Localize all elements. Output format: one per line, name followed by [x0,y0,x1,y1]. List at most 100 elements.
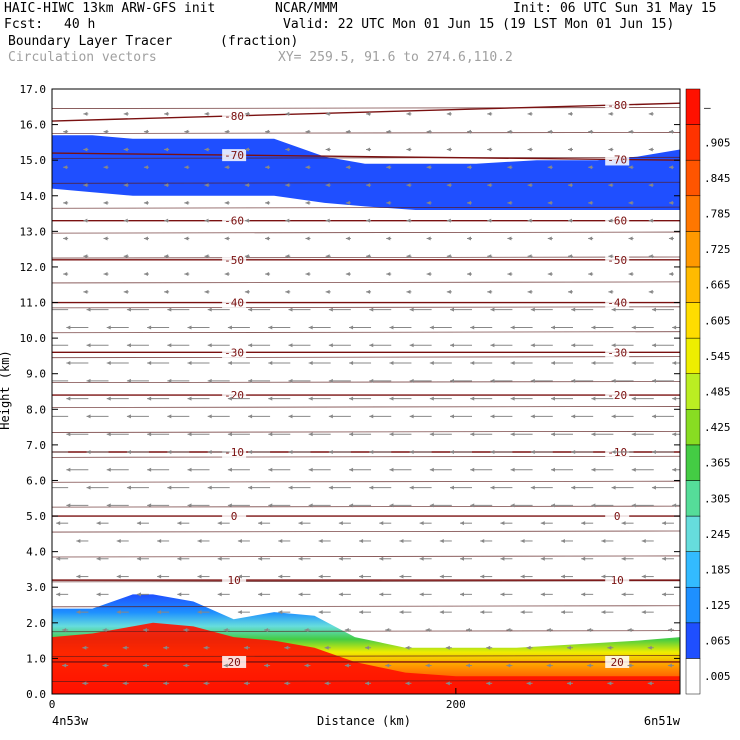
vector-head [682,575,686,579]
vector-head [103,129,108,134]
vector-head [143,236,148,241]
circulation-vector [359,574,372,579]
vector-head [177,556,182,561]
vector-head [187,325,192,330]
vector-head [631,396,636,401]
vector-head [647,681,652,686]
potential-temperature-line [52,156,680,159]
potential-temperature-line [52,480,680,483]
circulation-vector [204,289,210,294]
vector-head [126,450,131,454]
vector-head [547,236,552,241]
contour-label: -60 [607,215,627,228]
colorbar-swatch [685,373,701,410]
vector-head [142,627,147,632]
circulation-vector [661,556,674,561]
circulation-vector [157,610,170,615]
vector-head [510,361,515,366]
vector-head [628,236,633,241]
circulation-vector [264,627,271,632]
circulation-vector [83,218,89,223]
circulation-vector [651,485,674,490]
circulation-vector [349,396,372,401]
circulation-vector [628,129,634,134]
vector-head [123,289,128,294]
colorbar-label: .065 [704,635,731,648]
vector-head [608,254,613,259]
vector-head [426,200,431,205]
circulation-vector [628,236,634,241]
vector-head [588,200,593,205]
y-tick-label: 15.0 [20,154,47,167]
circulation-vector [668,200,674,205]
y-tick-label: 11.0 [20,297,47,310]
circulation-vector [224,129,230,134]
vector-head [480,574,485,579]
circulation-vector [288,378,311,383]
vector-head [83,111,88,116]
colorbar-label: .605 [704,314,731,327]
circulation-vector [167,378,190,383]
circulation-vector [540,592,553,597]
vector-head [406,289,411,294]
circulation-vector [184,272,190,277]
circulation-vector [490,343,513,348]
vector-head [510,503,515,508]
circulation-vector [164,111,170,116]
circulation-vector [607,645,614,650]
vector-head [419,592,424,597]
circulation-vector [661,592,674,597]
vector-head [325,289,330,294]
vector-head [143,129,148,134]
circulation-vector [197,538,210,543]
vector-head [157,610,162,615]
vector-head [66,503,71,508]
vector-head [164,254,169,259]
vector-head [526,681,531,686]
vector-head [406,147,411,152]
vector-head [667,627,672,632]
vector-head [325,218,330,223]
vector-head [506,663,511,668]
vector-head [46,414,50,418]
init-time: Init: 06 UTC Sun 31 May 15 [513,1,717,16]
circulation-vector [550,467,573,472]
vector-head [591,503,596,508]
colorbar-swatch [685,444,701,481]
colorbar-swatch [685,586,701,624]
vector-head [386,236,391,241]
circulation-vector [325,289,331,294]
circulation-vector [369,307,392,312]
circulation-vector [147,361,170,366]
vector-head [223,627,228,632]
circulation-vector [399,610,412,615]
circulation-vector [288,450,311,454]
vector-head [298,556,303,561]
vector-head [244,254,249,259]
vector-head [143,165,148,170]
colorbar-swatch [685,409,701,446]
circulation-vector [244,289,250,294]
vector-head [369,414,374,419]
vector-head [467,165,472,170]
vector-head [86,450,91,454]
vector-head [325,111,330,116]
vector-head [325,254,330,259]
vector-head [581,521,586,526]
y-tick-label: 3.0 [26,581,46,594]
circulation-vector [446,111,452,116]
circulation-vector [284,645,291,650]
circulation-vector [507,236,513,241]
vector-head [164,183,169,188]
vector-head [338,592,343,597]
circulation-vector [547,272,553,277]
vector-head [487,183,492,188]
circulation-vector [379,521,392,526]
circulation-vector [550,432,573,437]
circulation-vector [487,218,493,223]
circulation-vector [304,627,311,632]
circulation-vector [621,556,634,561]
vector-head [530,307,535,312]
circulation-vector [102,663,109,668]
contour-label: -40 [607,297,627,310]
